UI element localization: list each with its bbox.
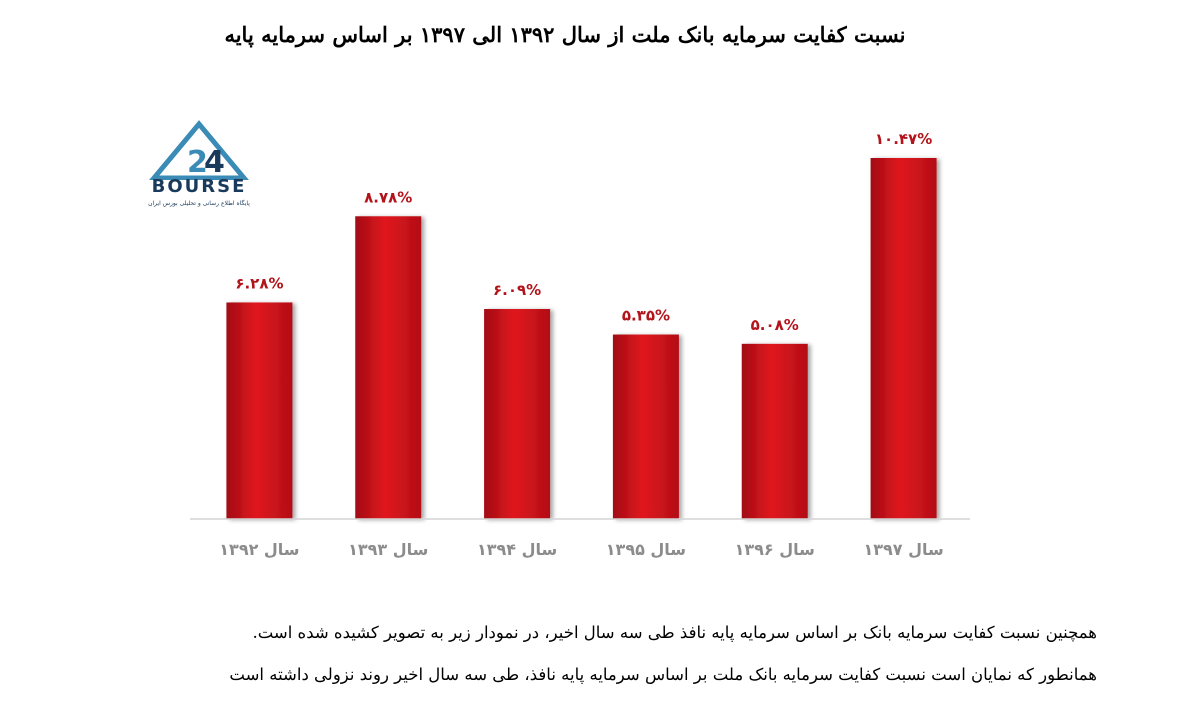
svg-text:4: 4 <box>204 145 225 180</box>
x-tick-label-0: سال ۱۳۹۲ <box>219 540 299 559</box>
x-tick-label-3: سال ۱۳۹۵ <box>606 540 686 559</box>
bourse-logo: 2 4 BOURSE پایگاه اطلاع رسانی و تحلیلی ب… <box>140 120 258 216</box>
data-label-1: ۸.۷۸% <box>364 188 412 206</box>
data-label-3: ۵.۳۵% <box>622 307 670 325</box>
chart-title: نسبت کفایت سرمایه بانک ملت از سال ۱۳۹۲ ا… <box>224 22 906 47</box>
logo-brand-text: BOURSE <box>151 176 247 197</box>
bar-chart: ۶.۲۸% ۸.۷۸% ۶.۰۹% ۵.۳۵% ۵.۰۸% ۱۰.۴۷% سال ۱۳۹۲… <box>190 130 970 559</box>
paragraph-1: همچنین نسبت کفایت سرمایه بانک بر اساس سر… <box>252 623 1097 642</box>
data-label-5: ۱۰.۴۷% <box>875 130 932 148</box>
bar-4 <box>741 343 808 519</box>
data-label-2: ۶.۰۹% <box>493 281 541 299</box>
bar-1 <box>355 216 422 519</box>
data-label-0: ۶.۲۸% <box>235 274 283 292</box>
data-label-4: ۵.۰۸% <box>751 316 799 334</box>
bar-2 <box>484 309 551 519</box>
svg-text:2: 2 <box>187 145 208 180</box>
bar-0 <box>226 302 293 519</box>
x-tick-label-5: سال ۱۳۹۷ <box>863 540 943 559</box>
bar-3 <box>612 334 679 519</box>
x-tick-label-1: سال ۱۳۹۳ <box>348 540 428 559</box>
paragraph-2: همانطور که نمایان است نسبت کفایت سرمایه … <box>229 665 1097 684</box>
logo-triangle-icon: 2 4 <box>148 120 250 181</box>
logo-subtitle: پایگاه اطلاع رسانی و تحلیلی بورس ایران <box>148 200 250 207</box>
x-tick-label-4: سال ۱۳۹۶ <box>735 540 815 559</box>
bar-5 <box>870 158 937 519</box>
x-tick-label-2: سال ۱۳۹۴ <box>477 540 557 559</box>
